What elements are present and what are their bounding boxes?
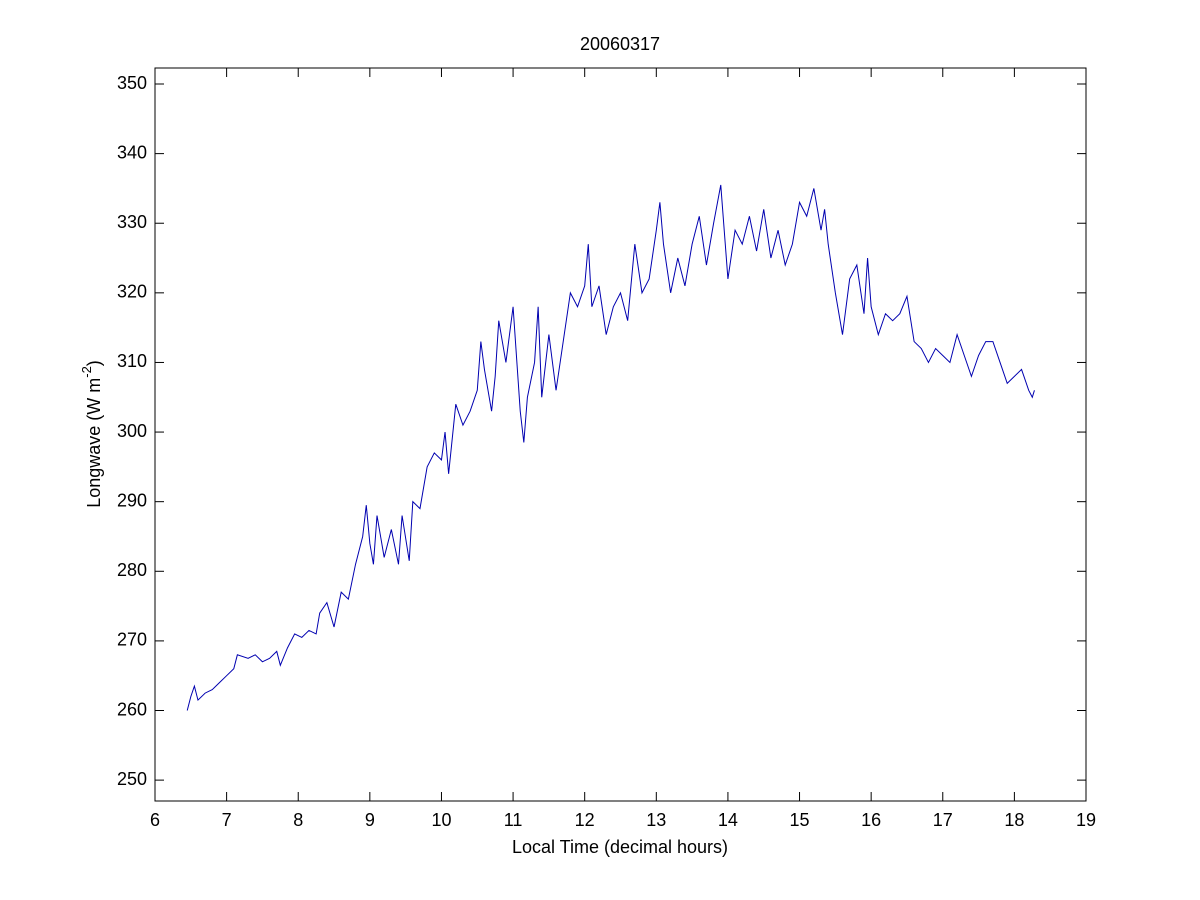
x-tick-label: 19 <box>1076 810 1096 830</box>
y-tick-label: 300 <box>117 421 147 441</box>
x-tick-label: 9 <box>365 810 375 830</box>
x-tick-label: 12 <box>575 810 595 830</box>
y-tick-label: 250 <box>117 769 147 789</box>
data-line <box>186 184 1035 711</box>
plot-area <box>154 67 1087 802</box>
x-tick-label: 14 <box>718 810 738 830</box>
y-tick-label: 330 <box>117 212 147 232</box>
x-tick-label: 10 <box>431 810 451 830</box>
x-tick-label: 11 <box>504 810 523 830</box>
y-tick-label: 340 <box>117 142 147 162</box>
x-axis-label: Local Time (decimal hours) <box>512 837 728 857</box>
x-tick-label: 6 <box>150 810 160 830</box>
y-tick-label: 310 <box>117 351 147 371</box>
y-label-superscript: -2 <box>79 366 94 378</box>
y-label-text: Longwave (W m <box>84 378 104 508</box>
x-tick-label: 15 <box>790 810 810 830</box>
x-tick-label: 13 <box>646 810 666 830</box>
y-tick-label: 270 <box>117 630 147 650</box>
y-label-suffix: ) <box>84 360 104 366</box>
y-axis-label: Longwave (W m-2) <box>79 360 103 508</box>
y-tick-label: 260 <box>117 699 147 719</box>
x-tick-label: 18 <box>1004 810 1024 830</box>
y-tick-label: 290 <box>117 490 147 510</box>
y-tick-label: 350 <box>117 73 147 93</box>
chart-title: 20060317 <box>580 34 660 54</box>
x-tick-label: 8 <box>293 810 303 830</box>
x-tick-label: 17 <box>933 810 953 830</box>
y-tick-label: 320 <box>117 282 147 302</box>
y-tick-label: 280 <box>117 560 147 580</box>
x-tick-label: 7 <box>222 810 232 830</box>
x-tick-label: 16 <box>861 810 881 830</box>
